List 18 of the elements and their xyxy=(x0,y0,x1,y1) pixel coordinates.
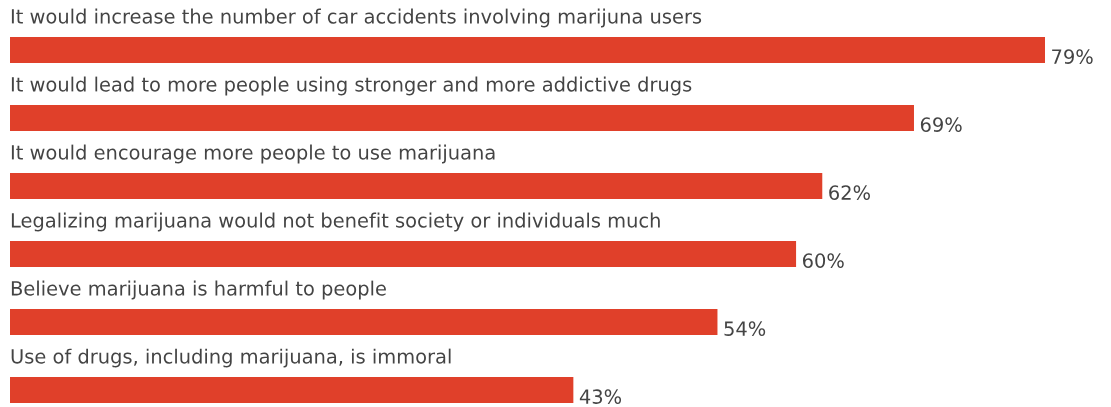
data-label: 62% xyxy=(829,185,870,200)
bar xyxy=(10,309,718,335)
y-tick-label: It would increase the number of car accidents involving marijuna users xyxy=(11,8,702,28)
y-tick-label: Legalizing marijuana would not benefit society or individuals much xyxy=(11,212,660,232)
y-tick-label: Use of drugs, including marijuana, is immoral xyxy=(11,348,451,368)
bar xyxy=(10,241,797,267)
bar xyxy=(10,173,823,199)
data-label: 69% xyxy=(920,117,962,132)
bar xyxy=(10,37,1045,63)
y-tick-label: It would encourage more people to use marijuana xyxy=(11,144,495,164)
data-label: 60% xyxy=(802,253,844,268)
bar xyxy=(10,105,914,131)
data-label: 43% xyxy=(579,389,622,404)
y-tick-label: Believe marijuana is harmful to people xyxy=(11,280,386,300)
data-label: 54% xyxy=(724,321,766,336)
data-label: 79% xyxy=(1052,49,1093,64)
y-tick-label: It would lead to more people using stronger and more addictive drugs xyxy=(11,76,692,96)
bar xyxy=(10,377,574,403)
